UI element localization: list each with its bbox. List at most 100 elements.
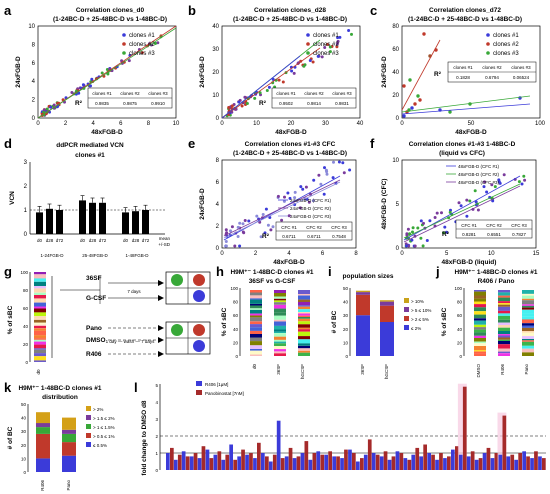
r2-head-1: clones #1: [92, 91, 112, 96]
clone-segment: [250, 305, 262, 309]
bar: [99, 202, 106, 234]
data-point: [236, 235, 240, 238]
clone-segment: [522, 316, 534, 320]
data-point: [153, 42, 157, 45]
panel-i-legend-2: > 5 ≤ 10%: [411, 308, 431, 313]
legend-swatch: [404, 307, 409, 312]
tick-label: d28: [46, 238, 54, 243]
data-point: [301, 187, 305, 191]
data-point: [404, 244, 408, 248]
bar: [514, 459, 518, 470]
clone-segment: [298, 299, 310, 302]
tick-label: 0: [216, 116, 220, 122]
r2-head-1: clones #1: [276, 91, 296, 96]
clone-segment: [298, 312, 310, 314]
panel-g-label-dmso: DMSO: [86, 337, 106, 344]
tick-label: hGCSF: [300, 364, 305, 379]
r2-label: R²: [442, 231, 450, 238]
data-point: [268, 216, 272, 219]
panel-i-legend-1: > 10%: [411, 299, 424, 304]
clone-segment: [498, 348, 510, 352]
r2-head-3: clones #3: [332, 91, 352, 96]
bar: [193, 453, 198, 470]
regression-line: [401, 39, 441, 111]
panel-k-legend-2: > 1.5 ≤ 2%: [93, 416, 115, 421]
clone-segment: [34, 344, 46, 349]
bar-segment: [36, 412, 50, 424]
data-point: [267, 85, 271, 89]
bar: [201, 446, 206, 470]
panel-f-r2-table: R² CFC #1 CFC #2 CFC #3 0.8281 0.6551 0.…: [442, 219, 533, 239]
bar: [490, 458, 495, 470]
data-point: [413, 244, 417, 248]
data-point: [298, 206, 302, 210]
bar: [518, 453, 522, 470]
panel-f-title: Correlation clones #1-#3 1-48BC-D: [409, 141, 516, 148]
panel-letter-j: j: [435, 264, 440, 279]
data-point: [81, 83, 85, 87]
clone-segment: [34, 302, 46, 307]
r2-val-2: 0.6551: [487, 232, 501, 237]
data-point: [269, 228, 273, 232]
tick-label: 100: [454, 286, 462, 291]
data-point: [443, 225, 447, 229]
data-point: [230, 104, 234, 108]
data-point: [320, 55, 324, 59]
clone-segment: [34, 324, 46, 327]
clone-segment: [34, 274, 46, 279]
clone-segment: [522, 298, 534, 301]
panel-c-legend-1: clones #1: [493, 33, 519, 39]
bar: [340, 458, 344, 470]
legend-swatch: [86, 442, 91, 447]
panel-a-yticks: 0 2 4 6 8 10: [28, 24, 35, 122]
data-point: [402, 114, 406, 118]
bar: [280, 458, 285, 470]
panel-g-label-36sf: 36SF: [86, 275, 102, 282]
regression-line: [401, 95, 531, 113]
tick-label: 20: [288, 121, 295, 127]
data-point: [311, 60, 315, 64]
r2-val-1: 0.1828: [456, 75, 470, 80]
data-point: [100, 71, 104, 75]
data-point: [290, 69, 294, 73]
clone-segment: [498, 337, 510, 340]
panel-b-legend-2: clones #2: [313, 42, 339, 48]
tick-label: 40: [233, 327, 239, 332]
data-point: [448, 210, 452, 214]
data-point: [341, 161, 345, 165]
clone-segment: [274, 329, 286, 332]
r2-val-2: 0.6711: [307, 234, 321, 239]
r2-head-2: clones #2: [120, 91, 140, 96]
data-point: [422, 32, 426, 36]
clone-segment: [34, 326, 46, 329]
panel-f-yticks: 0 5 10: [392, 158, 399, 252]
data-point: [406, 227, 410, 231]
data-point: [410, 106, 414, 110]
panel-i-title: population sizes: [343, 273, 394, 280]
bar: [320, 454, 325, 470]
data-point: [419, 236, 423, 240]
clone-segment: [298, 295, 310, 300]
panel-l-legend: R406 [1μM] Panobinostat [7nM]: [196, 381, 244, 396]
clone-segment: [522, 309, 534, 314]
panel-c-legend-3: clones #3: [493, 51, 519, 57]
clone-segment: [34, 341, 46, 345]
bar: [506, 456, 511, 470]
r2-val-3: 0.9831: [335, 101, 349, 106]
panel-e-legend: 24xFGB-D (CFC #1) 24xFGB-D (CFC #2) 24xF…: [278, 198, 332, 219]
clone-segment: [498, 313, 510, 316]
tick-label: 8: [147, 121, 151, 127]
clone-segment: [522, 319, 534, 324]
data-point: [433, 216, 437, 219]
tick-label: 0: [220, 251, 224, 257]
tick-label: 0: [155, 468, 158, 473]
r2-head-2: CFC #2: [306, 225, 322, 230]
clone-segment: [34, 292, 46, 296]
data-point: [280, 218, 284, 222]
clone-segment: [34, 308, 46, 313]
bar: [284, 456, 289, 470]
tick-label: 0: [459, 354, 462, 359]
bar: [443, 458, 447, 470]
clone-segment: [34, 353, 46, 357]
panel-c-ylabel: 24xFGB-D: [381, 56, 388, 88]
